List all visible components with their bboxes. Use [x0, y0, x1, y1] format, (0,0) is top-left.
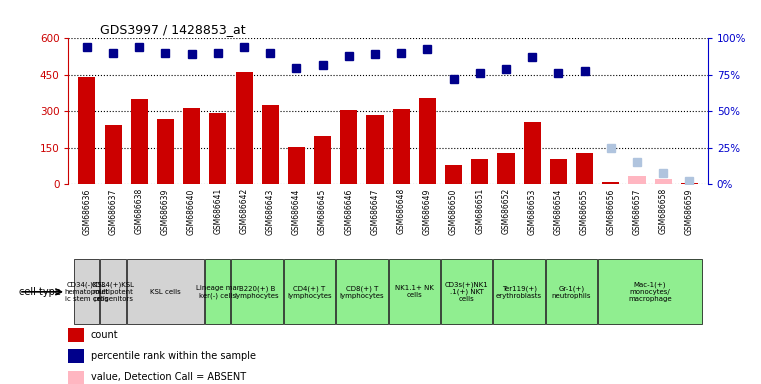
Text: GSM686655: GSM686655	[580, 188, 589, 235]
Text: GSM686641: GSM686641	[213, 188, 222, 234]
Text: Lineage mar
ker(-) cells: Lineage mar ker(-) cells	[196, 285, 240, 299]
Bar	[445, 165, 462, 184]
Text: GSM686647: GSM686647	[371, 188, 380, 235]
Text: GSM686646: GSM686646	[344, 188, 353, 235]
Text: GSM686659: GSM686659	[685, 188, 694, 235]
Bar	[284, 259, 335, 324]
Bar	[75, 259, 100, 324]
Bar	[602, 182, 619, 184]
Text: CD34(+)KSL
multipotent
progenitors: CD34(+)KSL multipotent progenitors	[91, 281, 135, 302]
Bar	[231, 259, 283, 324]
Text: GSM686653: GSM686653	[527, 188, 537, 235]
Bar	[419, 98, 436, 184]
Text: GSM686652: GSM686652	[501, 188, 511, 234]
Bar	[209, 113, 226, 184]
Text: GSM686649: GSM686649	[423, 188, 432, 235]
Bar	[262, 105, 279, 184]
Text: GSM686656: GSM686656	[607, 188, 616, 235]
Bar	[598, 259, 702, 324]
Text: GSM686638: GSM686638	[135, 188, 144, 234]
Text: GSM686643: GSM686643	[266, 188, 275, 235]
Bar	[68, 349, 84, 363]
Text: GSM686642: GSM686642	[240, 188, 249, 234]
Bar	[393, 109, 409, 184]
Text: GSM686645: GSM686645	[318, 188, 327, 235]
Text: KSL cells: KSL cells	[150, 289, 181, 295]
Bar	[314, 136, 331, 184]
Text: GSM686640: GSM686640	[187, 188, 196, 235]
Text: B220(+) B
lymphocytes: B220(+) B lymphocytes	[235, 285, 279, 299]
Text: value, Detection Call = ABSENT: value, Detection Call = ABSENT	[91, 372, 246, 382]
Bar	[498, 153, 514, 184]
Bar	[68, 371, 84, 384]
Bar	[550, 159, 567, 184]
Text: count: count	[91, 330, 119, 340]
Text: CD3s(+)NK1
.1(+) NKT
cells: CD3s(+)NK1 .1(+) NKT cells	[445, 281, 489, 302]
Bar	[288, 147, 305, 184]
Text: GSM686651: GSM686651	[476, 188, 484, 234]
Text: GSM686650: GSM686650	[449, 188, 458, 235]
Text: GDS3997 / 1428853_at: GDS3997 / 1428853_at	[100, 23, 246, 36]
Text: GSM686644: GSM686644	[292, 188, 301, 235]
Text: GSM686639: GSM686639	[161, 188, 170, 235]
Bar	[100, 259, 126, 324]
Bar	[441, 259, 492, 324]
Bar	[78, 77, 95, 184]
Text: CD34(-)KSL
hematopoiet
ic stem cells: CD34(-)KSL hematopoiet ic stem cells	[65, 281, 109, 302]
Text: percentile rank within the sample: percentile rank within the sample	[91, 351, 256, 361]
Text: GSM686648: GSM686648	[396, 188, 406, 234]
Bar	[471, 159, 489, 184]
Bar	[235, 73, 253, 184]
Bar	[367, 115, 384, 184]
Bar	[126, 259, 204, 324]
Bar	[104, 125, 122, 184]
Text: GSM686636: GSM686636	[82, 188, 91, 235]
Bar	[183, 108, 200, 184]
Text: GSM686658: GSM686658	[659, 188, 667, 234]
Bar	[340, 110, 358, 184]
Bar	[629, 176, 645, 184]
Text: GSM686654: GSM686654	[554, 188, 563, 235]
Bar	[389, 259, 440, 324]
Text: Gr-1(+)
neutrophils: Gr-1(+) neutrophils	[552, 285, 591, 299]
Text: GSM686657: GSM686657	[632, 188, 642, 235]
Bar	[524, 122, 541, 184]
Text: cell type: cell type	[19, 287, 61, 297]
Bar	[681, 183, 698, 184]
Bar	[157, 119, 174, 184]
Bar	[68, 328, 84, 342]
Bar	[205, 259, 231, 324]
Text: Ter119(+)
erythroblasts: Ter119(+) erythroblasts	[496, 285, 542, 299]
Text: CD8(+) T
lymphocytes: CD8(+) T lymphocytes	[339, 285, 384, 299]
Text: GSM686637: GSM686637	[109, 188, 117, 235]
Text: CD4(+) T
lymphocytes: CD4(+) T lymphocytes	[287, 285, 332, 299]
Text: NK1.1+ NK
cells: NK1.1+ NK cells	[395, 285, 434, 298]
Bar	[493, 259, 545, 324]
Bar	[131, 99, 148, 184]
Text: Mac-1(+)
monocytes/
macrophage: Mac-1(+) monocytes/ macrophage	[629, 281, 672, 302]
Bar	[546, 259, 597, 324]
Bar	[336, 259, 387, 324]
Bar	[654, 179, 672, 184]
Bar	[576, 153, 593, 184]
